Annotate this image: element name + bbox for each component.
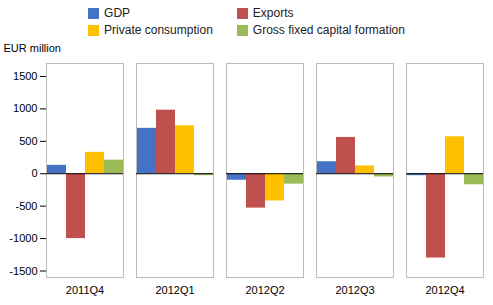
svg-text:2012Q3: 2012Q3 [335, 284, 374, 296]
svg-text:-1000: -1000 [9, 232, 37, 244]
html-text:GDP: GDP [104, 6, 131, 20]
svg-text:-500: -500 [15, 200, 37, 212]
html-text:Private consumption: Private consumption [104, 23, 213, 37]
svg-text:-1500: -1500 [9, 265, 37, 277]
svg-text:2012Q2: 2012Q2 [245, 284, 284, 296]
svg-text:0: 0 [31, 167, 37, 179]
svg-text:1000: 1000 [13, 102, 37, 114]
svg-text:2011Q4: 2011Q4 [66, 284, 104, 296]
svg-text:2012Q4: 2012Q4 [425, 284, 464, 296]
svg-text:1500: 1500 [13, 70, 37, 82]
svg-text:EUR million: EUR million [4, 42, 61, 54]
svg-text:2012Q1: 2012Q1 [155, 284, 194, 296]
html-text:Gross fixed capital formation: Gross fixed capital formation [252, 23, 405, 37]
svg-text:500: 500 [19, 135, 37, 147]
html-text:Exports: Exports [252, 6, 294, 20]
